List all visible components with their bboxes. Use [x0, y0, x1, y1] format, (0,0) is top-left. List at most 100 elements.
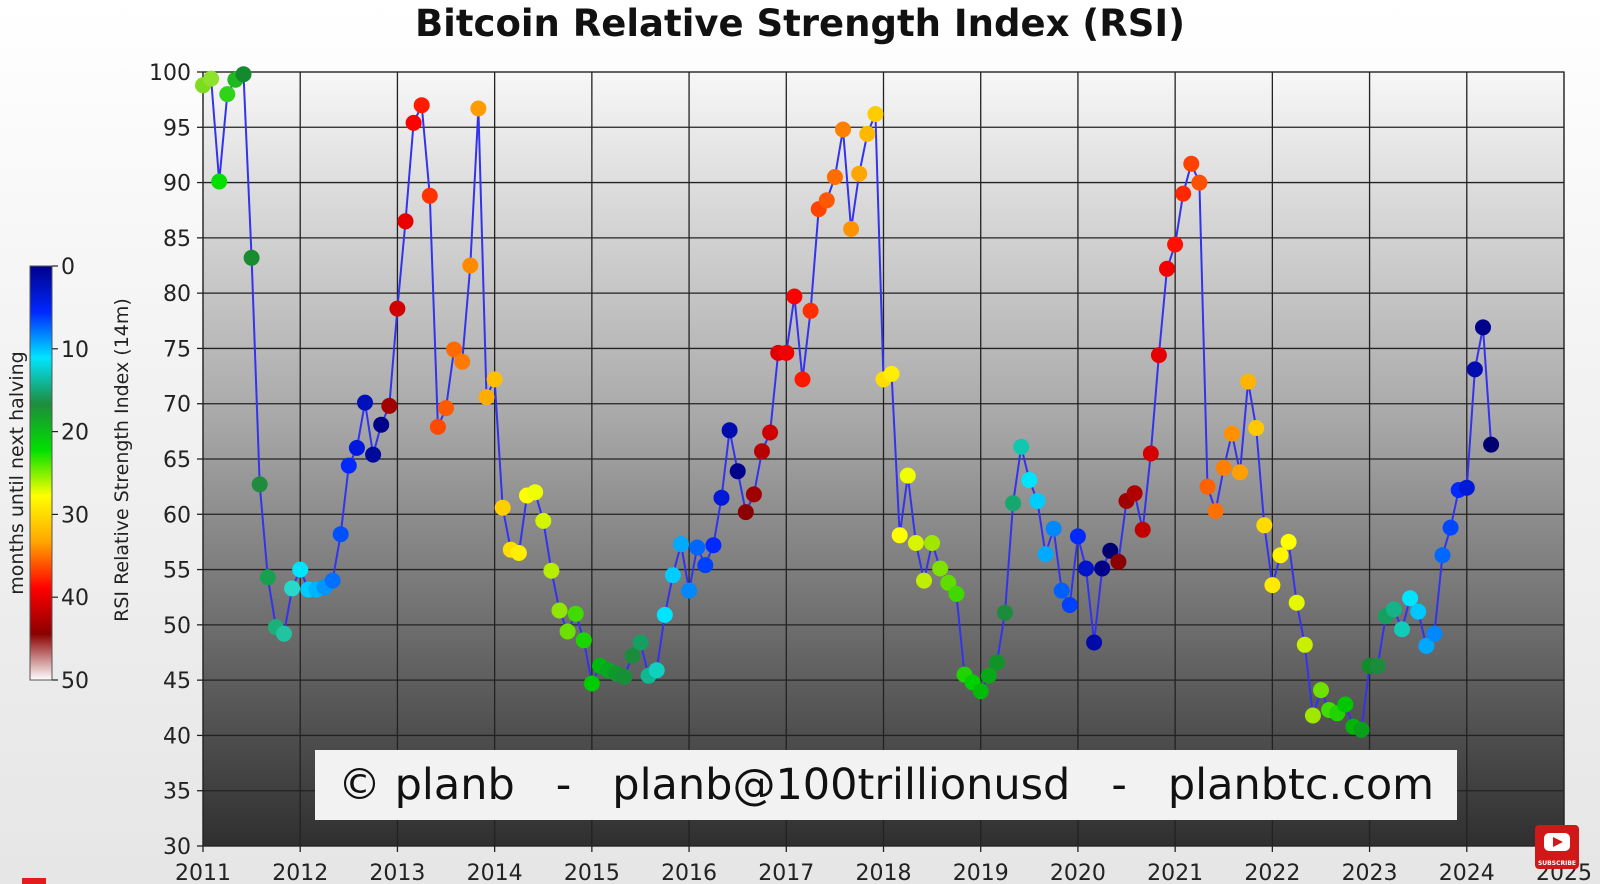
data-point [624, 647, 641, 664]
data-point [1183, 155, 1200, 172]
data-point [1256, 517, 1273, 534]
x-tick-label: 2011 [175, 861, 231, 884]
data-point [705, 537, 722, 554]
data-point [997, 604, 1013, 621]
data-point [673, 536, 689, 553]
data-point [932, 560, 949, 577]
data-point [1037, 546, 1054, 563]
data-point [1483, 436, 1500, 453]
data-point [348, 439, 365, 456]
data-point [681, 582, 698, 599]
data-point [1159, 260, 1175, 277]
data-point [1466, 361, 1483, 378]
data-point [1086, 634, 1103, 651]
data-point [1394, 621, 1410, 638]
data-point [1458, 479, 1475, 496]
data-point [1385, 601, 1402, 618]
data-point [1402, 590, 1419, 607]
data-point [924, 535, 941, 551]
data-point [478, 389, 495, 406]
data-point [1150, 347, 1167, 364]
data-point [1240, 373, 1257, 390]
y-tick-label: 80 [163, 282, 191, 307]
x-tick-label: 2019 [953, 861, 1009, 884]
subscribe-label: SUBSCRIBE [1537, 860, 1576, 867]
data-point [405, 114, 422, 131]
data-point [332, 526, 349, 543]
data-point [1296, 636, 1313, 653]
data-point [1013, 438, 1030, 455]
colorbar-tick-label: 10 [61, 338, 89, 363]
data-point [762, 424, 779, 441]
data-point [818, 192, 835, 209]
data-point [203, 70, 220, 87]
youtube-subscribe-button[interactable]: SUBSCRIBE [1535, 825, 1579, 869]
data-point [713, 489, 730, 506]
y-tick-label: 60 [163, 503, 191, 528]
y-tick-label: 35 [163, 780, 191, 805]
data-point [778, 344, 795, 361]
data-point [462, 257, 479, 274]
data-points [195, 66, 1500, 738]
data-point [664, 567, 681, 584]
colorbar [29, 265, 53, 681]
data-point [211, 173, 228, 190]
data-point [324, 572, 341, 589]
data-point [656, 606, 673, 623]
data-point [235, 66, 252, 83]
data-point [883, 365, 900, 382]
data-point [510, 545, 527, 561]
watermark: © planb - planb@100trillionusd - planbtc… [315, 750, 1457, 820]
data-point [1069, 528, 1086, 545]
data-point [1304, 707, 1321, 724]
colorbar-tick-label: 20 [61, 421, 89, 446]
colorbar-tick-label: 30 [61, 503, 89, 528]
data-point [535, 512, 552, 529]
data-point [940, 574, 957, 591]
data-point [721, 422, 738, 439]
x-tick-label: 2017 [758, 861, 814, 884]
data-point [1078, 560, 1094, 577]
data-point [891, 527, 908, 544]
x-tick-label: 2023 [1342, 861, 1398, 884]
data-point [1094, 560, 1111, 577]
data-point [381, 397, 398, 414]
y-tick-label: 55 [163, 559, 191, 584]
data-point [276, 625, 292, 642]
data-point [1313, 682, 1329, 699]
data-point [251, 476, 268, 493]
data-point [397, 213, 414, 230]
data-point [567, 605, 584, 622]
data-point [1053, 582, 1070, 599]
data-point [1426, 625, 1443, 642]
data-point [486, 371, 503, 388]
colorbar-tick-label: 40 [61, 586, 89, 611]
data-point [1191, 174, 1208, 191]
y-tick-label: 45 [163, 669, 191, 694]
x-tick-label: 2022 [1244, 861, 1300, 884]
play-icon [1544, 833, 1570, 851]
data-point [243, 249, 260, 266]
data-point [357, 394, 373, 411]
data-point [972, 683, 989, 700]
data-point [867, 106, 884, 122]
data-point [980, 667, 997, 684]
x-tick-label: 2021 [1147, 861, 1203, 884]
data-point [1232, 464, 1248, 481]
data-point [948, 585, 965, 602]
data-point [729, 463, 746, 480]
y-tick-label: 85 [163, 227, 191, 252]
data-point [259, 569, 276, 586]
y-tick-label: 70 [163, 393, 191, 418]
data-point [794, 371, 811, 388]
data-point [1005, 495, 1022, 512]
y-axis: 30 35 40 45 50 55 60 65 70 75 80 85 90 95 100 [149, 61, 203, 860]
data-point [1280, 533, 1297, 550]
data-point [826, 169, 843, 185]
data-point [438, 400, 454, 417]
y-tick-label: 100 [149, 61, 191, 86]
data-point [551, 602, 568, 619]
data-point [389, 300, 406, 317]
data-point [697, 557, 714, 574]
